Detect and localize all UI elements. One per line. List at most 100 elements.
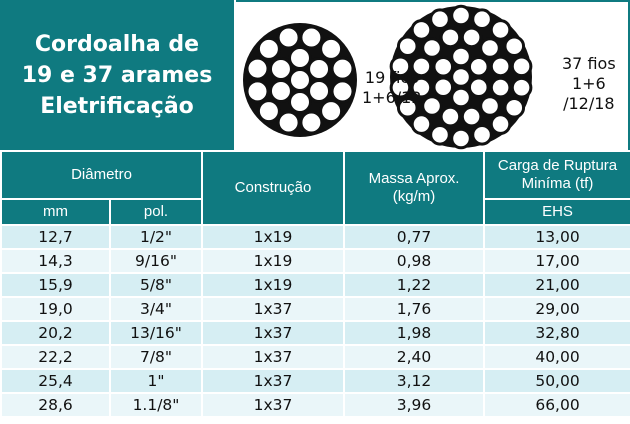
cell-construcao: 1x37 — [201, 296, 346, 322]
cell-construcao: 1x37 — [201, 320, 346, 346]
wire — [410, 55, 433, 78]
title-panel: Cordoalha de 19 e 37 arames Eletrificaçã… — [0, 0, 236, 150]
table-row: 14,3 9/16" 1x19 0,98 17,00 — [0, 248, 630, 274]
cell-construcao: 1x19 — [201, 224, 346, 250]
wire — [307, 79, 332, 103]
table-body: 12,7 1/2" 1x19 0,77 13,00 14,3 9/16" 1x19 0,98 17… — [0, 224, 630, 418]
wire — [460, 105, 483, 128]
header-massa: Massa Aprox. (kg/m) — [343, 150, 486, 226]
strand-37-construction-line-1: 1+6 — [571, 74, 606, 93]
strand-19-wires-diagram — [243, 23, 357, 137]
wire — [432, 76, 455, 99]
wire — [471, 8, 493, 31]
wire — [421, 37, 443, 59]
cell-construcao: 1x19 — [201, 248, 346, 274]
cell-mm: 28,6 — [0, 392, 111, 418]
cell-pol: 1.1/8" — [108, 392, 204, 418]
wire — [268, 57, 293, 81]
cell-pol: 9/16" — [108, 248, 204, 274]
wire — [410, 113, 433, 135]
wire — [510, 55, 533, 78]
strand-37-caption: 37 fios 1+6 /12/18 — [562, 54, 616, 114]
header-carga-line-1: Carga de Ruptura — [497, 157, 618, 174]
wire — [503, 96, 526, 119]
header-pol: pol. — [108, 198, 204, 226]
wire — [450, 86, 472, 109]
strand-19-caption: 19 fios 1+6/12 — [362, 68, 422, 108]
cell-mm: 22,2 — [0, 344, 111, 370]
wire — [389, 76, 412, 99]
wire — [439, 26, 462, 49]
wire — [276, 110, 301, 135]
cell-massa: 3,12 — [343, 368, 486, 394]
cell-construcao: 1x37 — [201, 344, 346, 370]
wire — [268, 79, 293, 103]
cell-mm: 14,3 — [0, 248, 111, 274]
cell-pol: 7/8" — [108, 344, 204, 370]
strand-diagram-panel — [236, 0, 630, 150]
title-line-2: 19 e 37 arames — [21, 62, 213, 88]
table-row: 12,7 1/2" 1x19 0,77 13,00 — [0, 224, 630, 250]
wire — [330, 79, 355, 104]
wire — [245, 79, 270, 104]
table-row: 22,2 7/8" 1x37 2,40 40,00 — [0, 344, 630, 370]
table-row: 20,2 13/16" 1x37 1,98 32,80 — [0, 320, 630, 346]
header-carga: Carga de Ruptura Miníma (tf) — [483, 150, 630, 200]
table-row: 25,4 1" 1x37 3,12 50,00 — [0, 368, 630, 394]
wire — [396, 96, 419, 119]
wire — [319, 99, 344, 124]
cell-pol: 3/4" — [108, 296, 204, 322]
wire — [489, 19, 512, 41]
cell-massa: 1,22 — [343, 272, 486, 298]
wire — [429, 123, 451, 146]
wire — [256, 36, 281, 61]
strand-37-construction-line-2: /12/18 — [563, 94, 615, 113]
cell-ehs: 13,00 — [483, 224, 630, 250]
wire — [460, 26, 483, 49]
strand-diagrams — [243, 4, 533, 150]
cell-massa: 3,96 — [343, 392, 486, 418]
wire — [307, 57, 332, 81]
cell-ehs: 29,00 — [483, 296, 630, 322]
strand-37-count: 37 fios — [562, 54, 616, 73]
wire — [410, 19, 433, 41]
cell-mm: 19,0 — [0, 296, 111, 322]
wire — [256, 99, 281, 124]
cell-pol: 1" — [108, 368, 204, 394]
cell-massa: 0,98 — [343, 248, 486, 274]
spec-table: Diâmetro Construção Massa Aprox. (kg/m) … — [0, 150, 630, 418]
header-ehs: EHS — [483, 198, 630, 226]
wire — [489, 113, 512, 135]
wire — [330, 56, 355, 81]
cell-construcao: 1x19 — [201, 272, 346, 298]
title-line-1: Cordoalha de — [34, 31, 200, 57]
wire — [450, 45, 472, 68]
cell-mm: 25,4 — [0, 368, 111, 394]
wire-core — [288, 68, 312, 92]
cell-pol: 1/2" — [108, 224, 204, 250]
cell-mm: 12,7 — [0, 224, 111, 250]
cell-construcao: 1x37 — [201, 368, 346, 394]
wire — [467, 76, 490, 99]
wire — [471, 123, 493, 146]
wire — [503, 35, 526, 58]
strand-19-construction: 1+6/12 — [362, 88, 422, 107]
cell-ehs: 40,00 — [483, 344, 630, 370]
header-construcao: Construção — [201, 150, 346, 226]
strand-19-count: 19 fios — [364, 68, 419, 87]
wire — [299, 110, 324, 135]
table-row: 15,9 5/8" 1x19 1,22 21,00 — [0, 272, 630, 298]
wire — [288, 46, 312, 70]
cell-massa: 1,76 — [343, 296, 486, 322]
wire — [319, 36, 344, 61]
wire — [421, 95, 443, 117]
wire — [299, 25, 324, 50]
wire — [489, 55, 512, 78]
cell-massa: 1,98 — [343, 320, 486, 346]
cell-massa: 2,40 — [343, 344, 486, 370]
cell-ehs: 17,00 — [483, 248, 630, 274]
cell-ehs: 32,80 — [483, 320, 630, 346]
wire — [396, 35, 419, 58]
header-massa-line-2: (kg/m) — [392, 188, 436, 205]
strand-37-wires-diagram — [389, 4, 533, 150]
